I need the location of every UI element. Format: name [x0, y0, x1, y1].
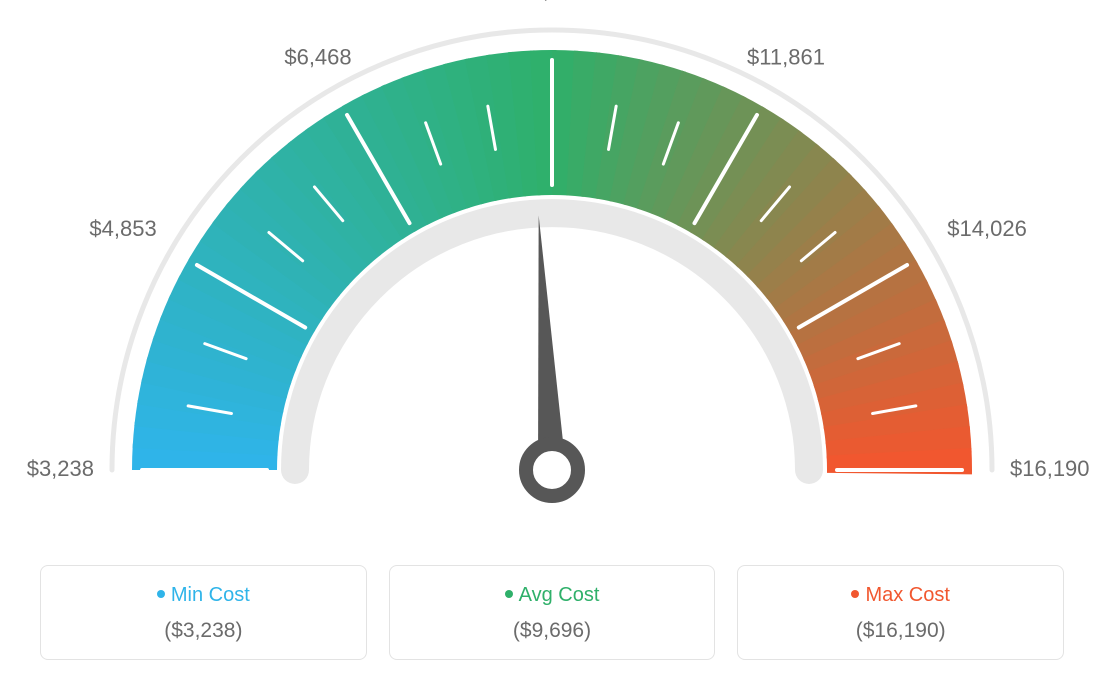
- svg-text:$14,026: $14,026: [947, 216, 1027, 241]
- legend-card-max: Max Cost ($16,190): [737, 565, 1064, 660]
- legend-title-avg: Avg Cost: [400, 584, 705, 607]
- legend-value-max: ($16,190): [748, 619, 1053, 643]
- svg-text:$4,853: $4,853: [89, 216, 156, 241]
- svg-text:$3,238: $3,238: [27, 456, 94, 481]
- legend-title-max: Max Cost: [748, 584, 1053, 607]
- svg-text:$9,696: $9,696: [518, 0, 585, 3]
- legend-title-max-text: Max Cost: [865, 584, 949, 606]
- dot-avg: [505, 590, 513, 598]
- legend-card-min: Min Cost ($3,238): [40, 565, 367, 660]
- gauge-area: $3,238 $4,853 $6,468 $9,696 $11,861 $14,026 $1…: [0, 0, 1104, 540]
- svg-text:$16,190: $16,190: [1010, 456, 1090, 481]
- cost-gauge-chart: $3,238 $4,853 $6,468 $9,696 $11,861 $14,026 $1…: [0, 0, 1104, 690]
- legend-title-min-text: Min Cost: [171, 584, 250, 606]
- svg-text:$6,468: $6,468: [284, 45, 351, 70]
- gauge-svg: $3,238 $4,853 $6,468 $9,696 $11,861 $14,026 $1…: [0, 0, 1104, 540]
- svg-text:$11,861: $11,861: [747, 45, 825, 70]
- dot-max: [851, 590, 859, 598]
- legend-title-min: Min Cost: [51, 584, 356, 607]
- dot-min: [157, 590, 165, 598]
- legend-row: Min Cost ($3,238) Avg Cost ($9,696) Max …: [0, 565, 1104, 660]
- legend-value-min: ($3,238): [51, 619, 356, 643]
- legend-value-avg: ($9,696): [400, 619, 705, 643]
- legend-card-avg: Avg Cost ($9,696): [389, 565, 716, 660]
- legend-title-avg-text: Avg Cost: [519, 584, 600, 606]
